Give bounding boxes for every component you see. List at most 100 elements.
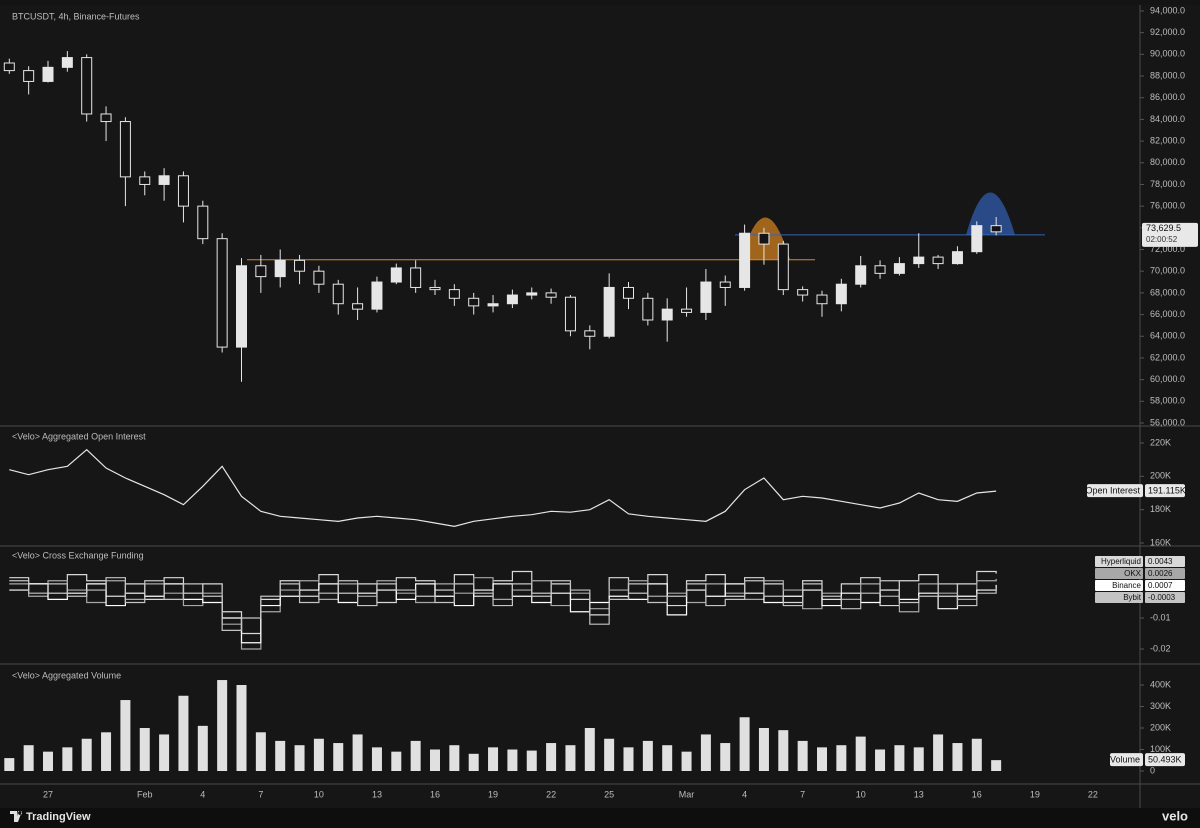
- volume-bar: [971, 738, 982, 772]
- x-tick-label: 19: [488, 789, 498, 799]
- y-tick-label: 0: [1150, 765, 1155, 775]
- y-tick-label: -0.02: [1150, 643, 1171, 653]
- y-tick-label: 56,000.0: [1150, 417, 1185, 427]
- highlight-dome: [966, 192, 1015, 235]
- y-tick-label: 400K: [1150, 679, 1171, 689]
- candle-body: [429, 286, 441, 291]
- legend-value-box: [1145, 568, 1185, 579]
- candle-body: [951, 251, 963, 265]
- volume-bar: [952, 743, 963, 772]
- volume-bar: [333, 743, 344, 772]
- candle-body: [700, 281, 712, 313]
- volume-bar: [23, 745, 34, 772]
- legend-name: Bybit: [1123, 593, 1142, 602]
- x-tick-label: 19: [1030, 789, 1040, 799]
- volume-bar: [81, 738, 92, 772]
- x-tick-label: 10: [856, 789, 866, 799]
- y-tick-label: 200K: [1150, 471, 1171, 481]
- legend-name: Binance: [1112, 581, 1141, 590]
- volume-bar: [662, 745, 673, 772]
- volume-bar: [604, 738, 615, 772]
- volume-bar: [217, 680, 228, 772]
- volume-bar: [101, 732, 112, 772]
- candle-body: [855, 265, 867, 285]
- volume-bar: [855, 736, 866, 772]
- volume-bar: [584, 727, 595, 772]
- price-label: 73,629.5: [1146, 223, 1181, 233]
- volume-bar: [991, 760, 1002, 772]
- x-tick-label: Mar: [679, 789, 695, 799]
- volume-bar: [758, 727, 769, 772]
- candle-body: [100, 113, 112, 123]
- volume-bar: [159, 734, 170, 772]
- candle-body: [564, 296, 576, 332]
- candle-body: [526, 292, 538, 296]
- volume-bar: [294, 745, 305, 772]
- candle-body: [835, 283, 847, 305]
- x-tick-label: 27: [43, 789, 53, 799]
- candle-body: [623, 286, 634, 299]
- value-label-box: [1145, 484, 1185, 498]
- x-tick-label: 16: [430, 789, 440, 799]
- volume-bar: [236, 684, 247, 772]
- volume-bar: [700, 734, 711, 772]
- volume-bar: [352, 734, 363, 772]
- volume-bar: [62, 747, 73, 772]
- legend-value-box: [1145, 556, 1185, 567]
- legend-value: -0.0003: [1148, 593, 1176, 602]
- volume-bar: [526, 750, 537, 772]
- y-tick-label: 58,000.0: [1150, 396, 1185, 406]
- volume-bar: [120, 700, 131, 772]
- candle-body: [932, 256, 944, 265]
- candle-body: [584, 330, 596, 337]
- x-tick-label: 13: [914, 789, 924, 799]
- volume-bar: [313, 738, 324, 772]
- volume-bar: [875, 749, 886, 772]
- platform-logo: [10, 811, 23, 822]
- volume-bar: [139, 727, 150, 772]
- candle-body: [294, 259, 306, 272]
- candle-body: [119, 121, 131, 178]
- legend-name: Volume: [1110, 755, 1140, 765]
- series-group: [4, 680, 1002, 772]
- legend-value-box: [1145, 580, 1185, 591]
- legend-name-box: [1095, 556, 1143, 567]
- volume-bar: [739, 717, 750, 772]
- value-label: 50.493K: [1148, 755, 1182, 765]
- y-tick-label: 90,000.0: [1150, 49, 1185, 59]
- x-tick-label: 25: [604, 789, 614, 799]
- x-tick-label: 22: [546, 789, 556, 799]
- plot-background: [0, 5, 1200, 808]
- y-tick-label: 80,000.0: [1150, 157, 1185, 167]
- x-tick-label: 4: [742, 789, 747, 799]
- value-label-box: [1145, 753, 1185, 767]
- value-label: 191.115K: [1148, 486, 1186, 496]
- y-tick-label: -0.01: [1150, 612, 1171, 622]
- legend-name: Hyperliquid: [1101, 557, 1141, 566]
- candle-body: [545, 292, 557, 298]
- volume-bar: [913, 747, 924, 772]
- candle-body: [177, 175, 189, 207]
- candle-body: [274, 259, 286, 278]
- volume-bar: [681, 751, 692, 772]
- volume-bar: [4, 758, 15, 772]
- pane-title: <Velo> Aggregated Open Interest: [12, 431, 146, 441]
- candle-body: [332, 283, 344, 305]
- series-group: [9, 448, 997, 527]
- pane-title: <Velo> Aggregated Volume: [12, 670, 121, 680]
- candle-body: [971, 225, 983, 253]
- series-group: [9, 570, 997, 650]
- candle-body: [313, 270, 325, 285]
- volume-bar: [197, 725, 208, 772]
- volume-bar: [275, 740, 286, 772]
- x-tick-label: 7: [800, 789, 805, 799]
- y-tick-label: 88,000.0: [1150, 70, 1185, 80]
- candle-body: [158, 175, 170, 185]
- volume-bar: [178, 695, 189, 772]
- legend-value: 0.0026: [1148, 569, 1173, 578]
- legend-value: 0.0043: [1148, 557, 1173, 566]
- legend-name-box: [1110, 753, 1143, 767]
- candle-body: [990, 225, 1002, 233]
- volume-bar: [894, 745, 905, 772]
